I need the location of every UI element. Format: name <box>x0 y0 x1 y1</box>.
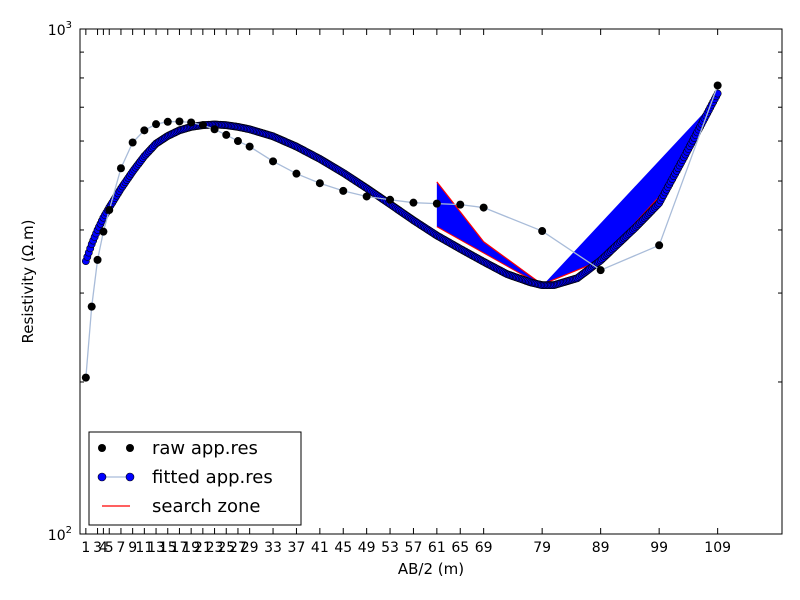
raw-point <box>386 195 395 204</box>
x-tick-label: 23 <box>206 540 224 556</box>
raw-point <box>362 192 371 201</box>
raw-point <box>269 157 278 166</box>
raw-point <box>140 126 149 135</box>
x-tick-label: 65 <box>451 540 469 556</box>
x-tick-label: 61 <box>428 540 446 556</box>
raw-point <box>187 118 196 127</box>
x-tick-label: 79 <box>533 540 551 556</box>
x-tick-label: 49 <box>358 540 376 556</box>
legend-label-fitted: fitted app.res <box>152 467 273 488</box>
raw-point <box>713 81 722 90</box>
raw-point <box>432 199 441 208</box>
raw-point <box>315 179 324 188</box>
raw-point <box>87 302 96 311</box>
raw-point <box>81 373 90 382</box>
x-tick-label: 11 <box>135 540 153 556</box>
x-tick-label: 13 <box>147 540 165 556</box>
legend-fitted-marker <box>97 472 107 482</box>
x-tick-label: 5 <box>105 540 114 556</box>
raw-point <box>210 125 219 134</box>
x-tick-label: 29 <box>241 540 259 556</box>
raw-point <box>99 227 108 236</box>
raw-point <box>292 169 301 178</box>
raw-point <box>105 206 114 215</box>
x-tick-label: 1 <box>81 540 90 556</box>
legend-box <box>88 431 302 526</box>
x-tick-label: 21 <box>194 540 212 556</box>
y-axis-label: Resistivity (Ω.m) <box>19 220 37 344</box>
raw-point <box>538 227 547 236</box>
x-tick-label: 45 <box>334 540 352 556</box>
raw-point <box>233 137 242 146</box>
raw-point <box>222 130 231 139</box>
x-tick-label: 33 <box>264 540 282 556</box>
raw-point <box>655 241 664 250</box>
x-tick-label: 25 <box>217 540 235 556</box>
y-tick-label: 102 <box>48 525 72 544</box>
x-tick-label: 41 <box>311 540 329 556</box>
raw-point <box>245 142 254 151</box>
raw-point <box>93 255 102 264</box>
raw-point <box>596 266 605 275</box>
raw-point <box>198 121 207 130</box>
x-tick-label: 99 <box>650 540 668 556</box>
x-tick-label: 4 <box>99 540 108 556</box>
x-tick-label: 3 <box>93 540 102 556</box>
legend-raw-marker <box>98 444 106 452</box>
x-tick-label: 57 <box>405 540 423 556</box>
raw-point <box>175 117 184 126</box>
raw-point <box>152 120 161 129</box>
x-tick-label: 15 <box>159 540 177 556</box>
raw-point <box>116 164 125 173</box>
legend-fitted-marker <box>125 472 135 482</box>
x-tick-label: 53 <box>381 540 399 556</box>
x-tick-label: 89 <box>592 540 610 556</box>
x-tick-label: 19 <box>182 540 200 556</box>
x-tick-label: 37 <box>288 540 306 556</box>
legend-label-raw: raw app.res <box>152 438 258 459</box>
plot-frame <box>79 28 783 535</box>
legend: raw app.res fitted app.res search zone <box>88 431 302 526</box>
x-axis-label: AB/2 (m) <box>398 560 464 578</box>
raw-point <box>128 138 137 147</box>
raw-point <box>409 198 418 207</box>
legend-label-search: search zone <box>152 496 260 517</box>
x-tick-label: 9 <box>128 540 137 556</box>
y-tick-label: 103 <box>48 20 72 39</box>
legend-raw-marker <box>126 444 134 452</box>
x-tick-label: 17 <box>171 540 189 556</box>
raw-point <box>339 186 348 195</box>
x-tick-label: 7 <box>116 540 125 556</box>
raw-point <box>456 200 465 209</box>
x-tick-label: 27 <box>229 540 247 556</box>
x-tick-label: 109 <box>704 540 731 556</box>
x-tick-label: 69 <box>475 540 493 556</box>
search-zone-lower-line <box>436 226 543 287</box>
raw-point <box>163 117 172 126</box>
fitted-curve-layer <box>81 89 722 290</box>
raw-data-layer <box>81 81 722 382</box>
raw-point <box>479 203 488 212</box>
